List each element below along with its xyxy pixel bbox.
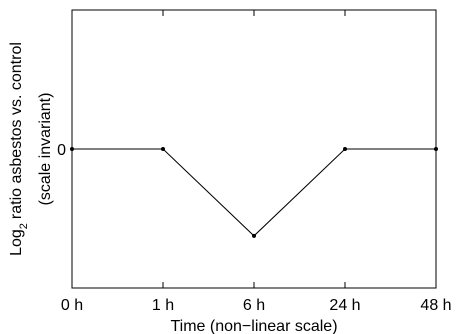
- x-axis-label: Time (non−linear scale): [170, 318, 337, 334]
- x-tick-label: 24 h: [329, 297, 360, 314]
- x-tick-label: 6 h: [243, 297, 265, 314]
- y-axis-label-text: ratio asbestos vs. control: [8, 42, 25, 219]
- y-axis-label-log: Log: [8, 229, 25, 256]
- x-tick-labels: 0 h 1 h 6 h 24 h 48 h: [61, 297, 452, 314]
- svg-text:Log2ratio asbestos vs. control: Log2 ratio asbestos vs. control: [8, 42, 30, 256]
- data-point: [252, 233, 256, 238]
- data-point: [161, 147, 165, 151]
- x-tick-label: 48 h: [420, 297, 451, 314]
- series-line: [72, 148, 436, 237]
- data-point: [70, 147, 74, 151]
- data-point: [343, 147, 347, 151]
- data-point: [434, 147, 438, 151]
- y-axis-label-line2: (scale invariant): [37, 93, 54, 206]
- y-axis-label-subscript: 2: [18, 223, 30, 229]
- y-axis-label: Log2 ratio asbestos vs. control: [8, 42, 30, 256]
- data-points: [70, 147, 438, 238]
- y-tick-labels: 0: [57, 142, 66, 159]
- x-tick-label: 1 h: [152, 297, 174, 314]
- y-tick-label: 0: [57, 142, 66, 159]
- x-tick-label: 0 h: [61, 297, 83, 314]
